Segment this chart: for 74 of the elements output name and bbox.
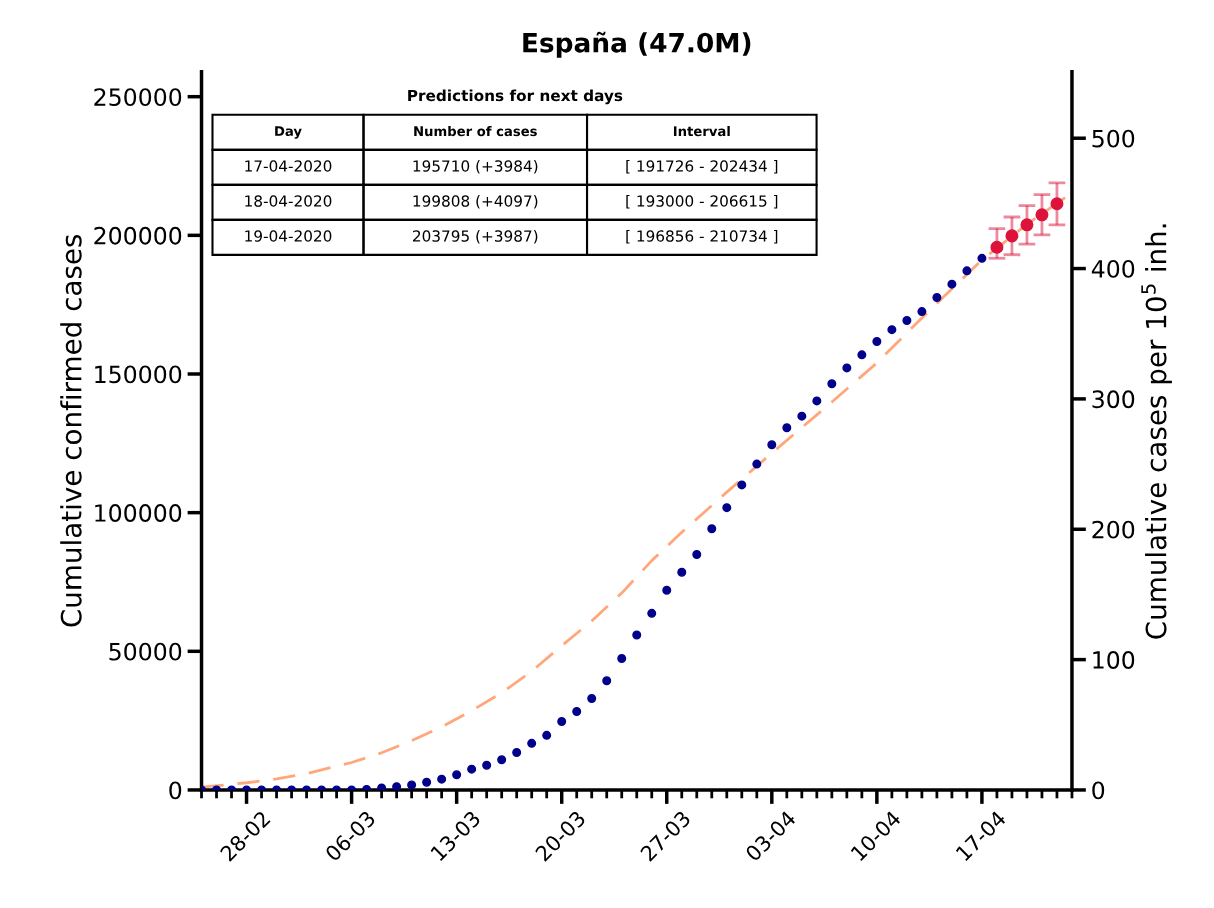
point (1020, 218, 1034, 232)
point (872, 337, 882, 347)
point (692, 550, 702, 560)
point (887, 325, 897, 335)
y-tick-label: 50000 (109, 642, 182, 661)
y-tick-label: 250000 (94, 88, 182, 106)
annotation: 199808 (+4097) (413, 194, 538, 209)
y-tick-label: 100000 (95, 504, 182, 522)
point (767, 440, 777, 450)
point (602, 676, 612, 686)
point (557, 716, 567, 726)
y2-tick-label: 100 (1093, 651, 1135, 669)
point (647, 608, 657, 618)
point (497, 755, 507, 765)
point (632, 630, 642, 640)
point (1035, 208, 1049, 222)
y2-axis-title: Cumulative cases per 10$^{5}$ inh. (1141, 224, 1172, 639)
chart-title: España (47.0M) (523, 31, 751, 58)
point (782, 423, 792, 433)
point (482, 760, 492, 770)
annotation: 18-04-2020 (245, 195, 332, 207)
point (722, 503, 732, 513)
point (827, 379, 837, 389)
annotation: [ 193000 - 206615 ] (626, 194, 778, 209)
point (392, 782, 402, 790)
annotation: [ 191726 - 202434 ] (626, 159, 778, 174)
annotation: 203795 (+3987) (413, 230, 538, 244)
annotation: Number of cases (414, 125, 537, 137)
y2-tick-label: 0 (1092, 781, 1105, 800)
point (752, 459, 762, 469)
point (990, 240, 1004, 254)
point (797, 411, 807, 421)
point (737, 480, 747, 490)
point (662, 585, 672, 595)
point (572, 706, 582, 716)
point (1005, 229, 1019, 243)
annotation: 195710 (+3984) (413, 159, 538, 174)
annotation: 19-04-2020 (245, 230, 332, 242)
point (677, 567, 687, 577)
point (962, 266, 972, 276)
point (617, 654, 627, 664)
point (947, 279, 957, 289)
y-tick-label: 200000 (94, 226, 182, 245)
point (437, 774, 447, 784)
point (1050, 197, 1064, 211)
point (812, 396, 822, 406)
point (467, 764, 477, 774)
annotation: Day (275, 126, 302, 139)
point (857, 350, 867, 360)
point (902, 315, 912, 325)
point (842, 363, 852, 373)
point (587, 693, 597, 703)
annotation: 17-04-2020 (245, 160, 332, 172)
annotation: Interval (673, 125, 730, 137)
point (512, 748, 522, 758)
annotation: Predictions for next days (408, 89, 623, 105)
point (542, 730, 552, 740)
point (977, 253, 987, 263)
point (932, 292, 942, 302)
point (452, 770, 462, 780)
y-tick-label: 0 (169, 781, 182, 800)
y2-tick-label: 400 (1091, 260, 1135, 278)
y2-tick-label: 500 (1092, 129, 1135, 148)
y-tick-label: 150000 (95, 365, 182, 384)
y-axis-title: Cumulative confirmed cases (60, 234, 82, 627)
point (917, 307, 927, 317)
y2-tick-label: 200 (1092, 520, 1135, 539)
annotation: [ 196856 - 210734 ] (626, 229, 778, 244)
point (707, 524, 717, 534)
point (407, 780, 417, 790)
point (527, 738, 537, 748)
point (422, 777, 432, 787)
point (377, 783, 387, 790)
y2-tick-label: 300 (1092, 390, 1135, 409)
